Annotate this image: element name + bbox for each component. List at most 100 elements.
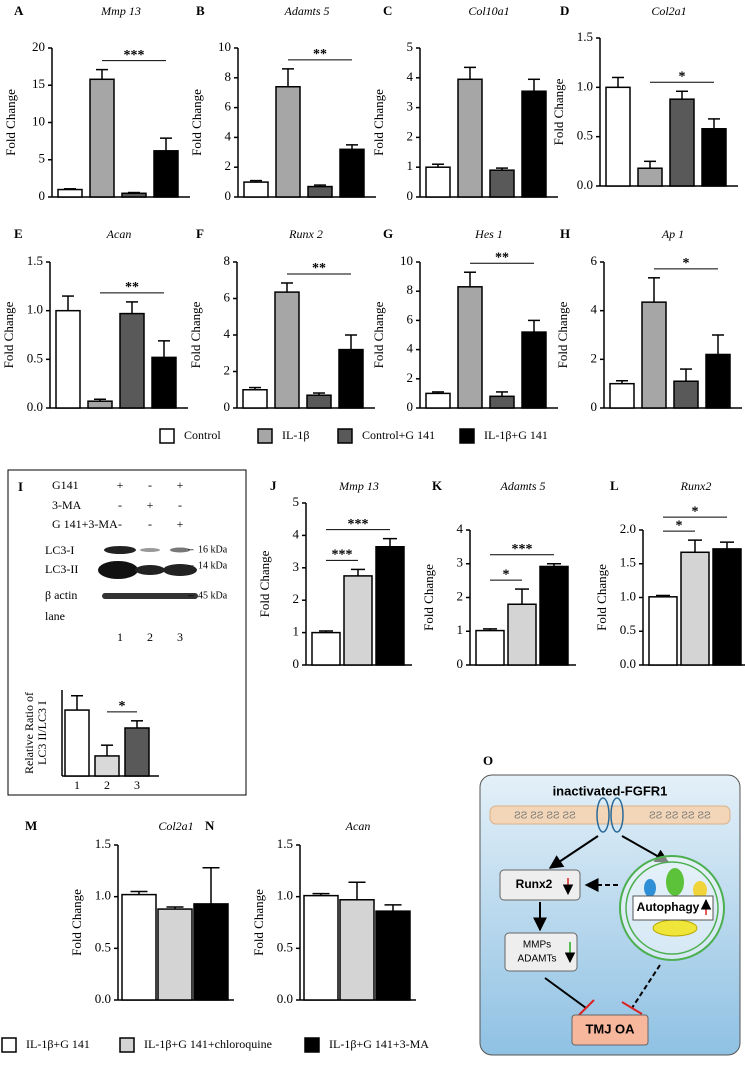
- condition-label: G 141+3-MA: [52, 517, 118, 531]
- error-bar: [432, 391, 444, 394]
- condition-label: 3-MA: [52, 498, 82, 512]
- chart-title: Mmp 13: [100, 4, 141, 18]
- size-marker: 16 kDa: [198, 544, 228, 555]
- bar: [457, 78, 483, 198]
- band-label: LC3-I: [45, 543, 74, 557]
- significance-label: *: [679, 69, 686, 84]
- error-bar: [528, 319, 540, 333]
- legend-label: IL-1β+G 141+3-MA: [329, 1037, 429, 1051]
- y-tick-label: 8: [224, 253, 231, 268]
- error-bar: [464, 66, 476, 80]
- legend-swatch: [257, 428, 273, 444]
- bar: [151, 356, 177, 409]
- sign: -: [148, 478, 152, 492]
- error-bar: [612, 76, 624, 88]
- node-box: [499, 869, 581, 901]
- inhibit-line: [544, 977, 587, 1009]
- sign: -: [118, 498, 122, 512]
- sign: +: [177, 478, 184, 492]
- y-tick-label: 1.5: [277, 836, 293, 851]
- bar-chart: J Mmp 13 Fold Change 0 1 2 3 4 5 *** ***: [257, 478, 412, 671]
- y-axis-label: Fold Change: [551, 78, 566, 145]
- y-tick-label: 0.0: [620, 656, 636, 671]
- error-bar: [712, 334, 724, 355]
- error-bar: [483, 628, 497, 631]
- band: [170, 547, 190, 553]
- error-bar: [101, 744, 113, 756]
- bar: [680, 551, 710, 666]
- sign: +: [117, 478, 124, 492]
- chart-title: Acan: [345, 819, 371, 833]
- error-bar: [528, 78, 540, 92]
- bar: [338, 348, 364, 409]
- y-tick-label: 0.5: [620, 622, 636, 637]
- bar: [375, 545, 405, 666]
- significance-label: ***: [124, 48, 145, 63]
- bar: [637, 167, 663, 187]
- y-tick-label: 4: [293, 526, 300, 541]
- bar: [641, 301, 667, 409]
- band: [135, 565, 165, 575]
- arrow: [548, 835, 599, 869]
- bar: [274, 291, 300, 409]
- bar: [521, 331, 547, 409]
- bar: [457, 286, 483, 409]
- y-tick-label: 1.0: [27, 302, 43, 317]
- bar-chart: D Col2a1 Fold Change 0.0 0.5 1.0 1.5 *: [551, 3, 738, 192]
- y-tick-label: 3: [407, 99, 414, 114]
- chart-title: Adamts 5: [500, 479, 546, 493]
- bar-chart: A Mmp 13 Fold Change 0 5 10 15 20 ***: [3, 3, 190, 203]
- y-tick-label: 1.5: [27, 253, 43, 268]
- lane-number: 3: [177, 630, 183, 644]
- band: [140, 548, 160, 552]
- bar: [311, 631, 341, 666]
- y-axis-label: Fold Change: [371, 301, 386, 368]
- chart-title: Col10a1: [468, 4, 509, 18]
- bar: [87, 400, 113, 409]
- error-bar: [351, 568, 365, 576]
- error-bar: [166, 906, 184, 910]
- y-tick-label: 0: [225, 188, 232, 203]
- band: [98, 561, 138, 579]
- y-tick-label: 6: [407, 311, 414, 326]
- bar: [121, 192, 147, 198]
- panel-letter: C: [383, 3, 392, 18]
- panel-letter: M: [25, 818, 37, 833]
- y-tick-label: 1.5: [95, 836, 111, 851]
- y-tick-label: 15: [32, 76, 45, 91]
- y-axis-label: Fold Change: [188, 301, 203, 368]
- significance-label: *: [683, 256, 690, 271]
- sign: -: [118, 517, 122, 531]
- significance-label: *: [676, 518, 683, 533]
- error-bar: [313, 392, 325, 396]
- bar: [243, 181, 269, 198]
- y-tick-label: 3: [457, 555, 464, 570]
- diagram-panel: O inactivated-FGFR1 ƧƧ ƧƧ ƧƧ ƧƧ ƧƧ ƧƧ ƧƧ…: [479, 753, 741, 1056]
- receptor: [610, 797, 624, 833]
- error-bar: [656, 594, 670, 597]
- error-bar: [515, 588, 529, 605]
- bar: [124, 727, 150, 777]
- band: [104, 546, 136, 554]
- error-bar: [676, 90, 688, 100]
- cargo: [666, 868, 684, 896]
- x-tick-label: 2: [104, 778, 110, 792]
- bar-chart: Relative Ratio of LC3 II/LC3 I 1 2 3 *: [22, 690, 159, 792]
- error-bar: [346, 144, 358, 150]
- error-bar: [126, 301, 138, 314]
- y-tick-label: 0.0: [277, 991, 293, 1006]
- significance-label: **: [125, 280, 139, 295]
- y-tick-label: 8: [225, 69, 232, 84]
- panel-letter: F: [196, 226, 204, 241]
- inhibit-bar: [621, 1001, 643, 1015]
- error-bar: [71, 694, 83, 711]
- bar-chart: E Acan Fold Change 0.0 0.5 1.0 1.5 **: [1, 226, 188, 414]
- y-tick-label: 4: [457, 521, 464, 536]
- bar: [669, 98, 695, 187]
- bar: [121, 893, 157, 1001]
- error-bar: [648, 277, 660, 303]
- error-bar: [345, 334, 357, 350]
- condition-label: G141: [52, 478, 79, 492]
- panel-letter: E: [14, 226, 23, 241]
- error-bar: [94, 398, 106, 402]
